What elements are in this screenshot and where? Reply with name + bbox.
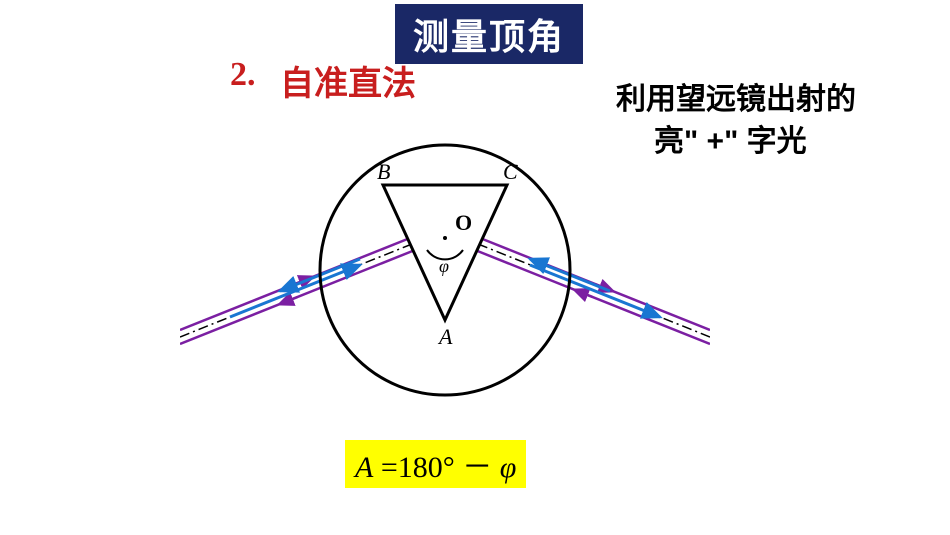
formula: A =180° － φ [345, 440, 526, 488]
section-title: 自准直法 [280, 56, 416, 105]
section-number: 2. [230, 56, 256, 94]
svg-text:O: O [455, 210, 472, 235]
optics-diagram: B C A Oφ [180, 130, 710, 420]
svg-text:A: A [437, 324, 453, 349]
formula-A: A [355, 451, 373, 484]
svg-text:C: C [503, 159, 518, 184]
formula-phi: φ [500, 451, 517, 484]
svg-text:φ: φ [439, 256, 449, 276]
desc-line-1: 利用望远镜出射的 [616, 74, 856, 118]
svg-text:B: B [377, 159, 390, 184]
title-banner: 测量顶角 [395, 4, 583, 64]
diagram-svg: B C A Oφ [180, 130, 710, 420]
formula-eq: =180° － [373, 451, 499, 484]
